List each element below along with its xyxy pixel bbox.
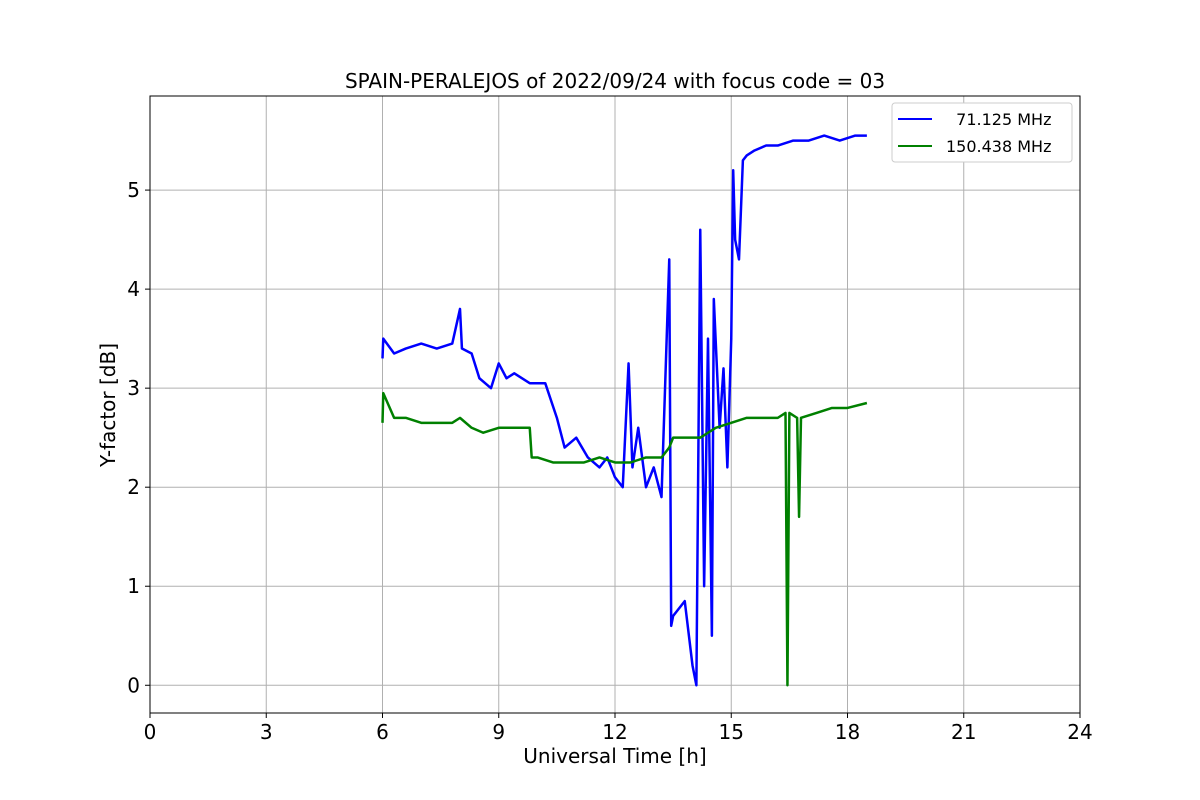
legend-box bbox=[891, 102, 1073, 163]
chart-title: SPAIN-PERALEJOS of 2022/09/24 with focus… bbox=[345, 69, 885, 93]
series-line-0 bbox=[381, 134, 867, 687]
y-tick-label: 0 bbox=[127, 673, 140, 697]
y-tick-label: 3 bbox=[127, 376, 140, 400]
series-line-1 bbox=[381, 391, 868, 687]
x-tick-label: 9 bbox=[492, 720, 505, 744]
x-tick-label: 6 bbox=[376, 720, 389, 744]
x-tick-label: 12 bbox=[602, 720, 627, 744]
legend-label-150mhz: 150.438 MHz bbox=[946, 137, 1051, 156]
y-tick-label: 2 bbox=[127, 475, 140, 499]
y-axis-label: Y-factor [dB] bbox=[96, 343, 120, 468]
x-tick-label: 0 bbox=[144, 720, 157, 744]
y-tick-label: 4 bbox=[127, 277, 140, 301]
x-tick-label: 3 bbox=[260, 720, 273, 744]
x-tick-label: 18 bbox=[835, 720, 860, 744]
y-tick-label: 5 bbox=[127, 178, 140, 202]
series-layer bbox=[381, 134, 868, 687]
x-tick-label: 24 bbox=[1067, 720, 1092, 744]
x-tick-label: 15 bbox=[719, 720, 744, 744]
x-tick-label: 21 bbox=[951, 720, 976, 744]
x-axis-label: Universal Time [h] bbox=[523, 744, 706, 768]
legend: 71.125 MHz 150.438 MHz bbox=[891, 102, 1073, 163]
y-tick-label: 1 bbox=[127, 574, 140, 598]
legend-label-71mhz: 71.125 MHz bbox=[946, 110, 1051, 129]
